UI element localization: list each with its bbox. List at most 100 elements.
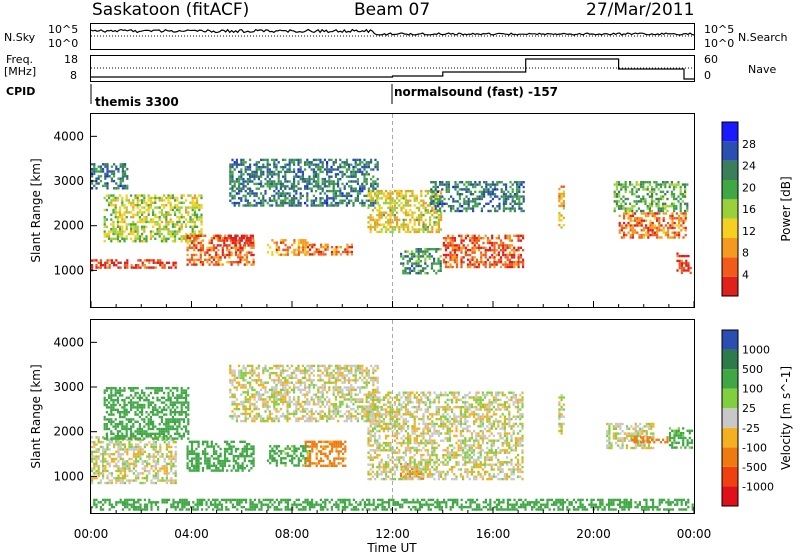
data-cell	[116, 196, 119, 200]
data-cell	[474, 205, 477, 208]
data-cell	[306, 246, 309, 249]
data-cell	[193, 244, 196, 247]
data-cell	[221, 467, 224, 470]
data-cell	[638, 233, 641, 237]
data-cell	[618, 200, 621, 203]
data-cell	[673, 197, 676, 201]
data-cell	[447, 234, 450, 237]
data-cell	[670, 181, 673, 184]
data-cell	[167, 201, 170, 204]
data-cell	[127, 437, 130, 440]
data-cell	[110, 259, 113, 262]
data-cell	[130, 418, 133, 421]
data-cell	[152, 387, 155, 390]
data-cell	[154, 425, 157, 428]
data-cell	[105, 425, 108, 428]
data-cell	[253, 182, 256, 186]
data-cell	[430, 190, 433, 193]
data-cell	[266, 180, 269, 183]
data-cell	[293, 457, 296, 460]
data-cell	[174, 453, 177, 456]
data-cell	[449, 251, 452, 254]
data-cell	[168, 266, 171, 269]
data-cell	[232, 457, 235, 460]
data-cell	[108, 472, 111, 475]
data-cell	[253, 194, 256, 198]
data-cell	[277, 177, 280, 181]
data-cell	[250, 459, 253, 463]
data-cell	[97, 170, 100, 173]
data-cell	[230, 251, 233, 254]
data-cell	[119, 411, 122, 414]
data-cell	[152, 457, 155, 461]
data-cell	[411, 262, 414, 265]
data-cell	[623, 226, 626, 230]
data-cell	[127, 427, 130, 431]
data-cell	[613, 190, 616, 193]
data-cell	[106, 170, 109, 173]
data-cell	[108, 204, 111, 207]
data-cell	[176, 394, 179, 397]
data-cell	[460, 241, 463, 245]
data-cell	[110, 430, 113, 433]
data-cell	[171, 391, 174, 395]
data-cell	[488, 239, 492, 242]
data-cell	[255, 400, 258, 404]
data-cell	[110, 474, 113, 477]
data-cell	[560, 214, 563, 217]
data-cell	[293, 177, 296, 181]
data-cell	[664, 183, 667, 186]
data-cell	[232, 239, 235, 242]
data-cell	[371, 216, 374, 219]
data-cell	[469, 193, 472, 196]
data-cell	[154, 194, 157, 197]
data-cell	[324, 243, 327, 246]
data-cell	[426, 248, 429, 251]
data-cell	[345, 194, 348, 198]
data-cell	[460, 263, 463, 266]
data-cell	[374, 194, 377, 198]
data-cell	[312, 185, 315, 188]
data-cell	[208, 467, 211, 470]
data-cell	[251, 189, 254, 193]
data-cell	[361, 185, 364, 188]
data-cell	[437, 228, 440, 231]
data-cell	[471, 251, 474, 254]
data-cell	[499, 256, 503, 259]
data-cell	[430, 209, 433, 213]
data-cell	[240, 383, 243, 387]
data-cell	[669, 236, 672, 239]
data-cell	[519, 253, 522, 257]
data-cell	[171, 394, 174, 397]
data-cell	[242, 204, 245, 207]
data-cell	[306, 182, 309, 186]
data-cell	[345, 192, 348, 195]
data-cell	[488, 241, 492, 245]
data-cell	[424, 206, 427, 210]
data-cell	[659, 197, 662, 201]
data-cell	[240, 376, 243, 380]
data-cell	[288, 163, 291, 166]
data-cell	[208, 464, 211, 467]
data-cell	[520, 207, 523, 210]
data-cell	[326, 457, 329, 460]
data-cell	[271, 173, 274, 176]
data-cell	[640, 185, 643, 189]
data-cell	[339, 199, 342, 202]
data-cell	[198, 204, 201, 207]
data-cell	[170, 465, 173, 468]
data-cell	[250, 452, 253, 455]
data-cell	[505, 193, 508, 196]
data-cell	[233, 197, 236, 200]
data-cell	[472, 207, 475, 210]
data-cell	[117, 453, 120, 456]
data-cell	[455, 249, 459, 252]
data-cell	[277, 182, 280, 186]
data-cell	[326, 445, 329, 448]
data-cell	[613, 200, 616, 203]
data-cell	[356, 182, 359, 186]
data-cell	[264, 388, 267, 392]
data-cell	[112, 432, 115, 435]
data-cell	[132, 436, 135, 439]
data-cell	[615, 205, 618, 208]
